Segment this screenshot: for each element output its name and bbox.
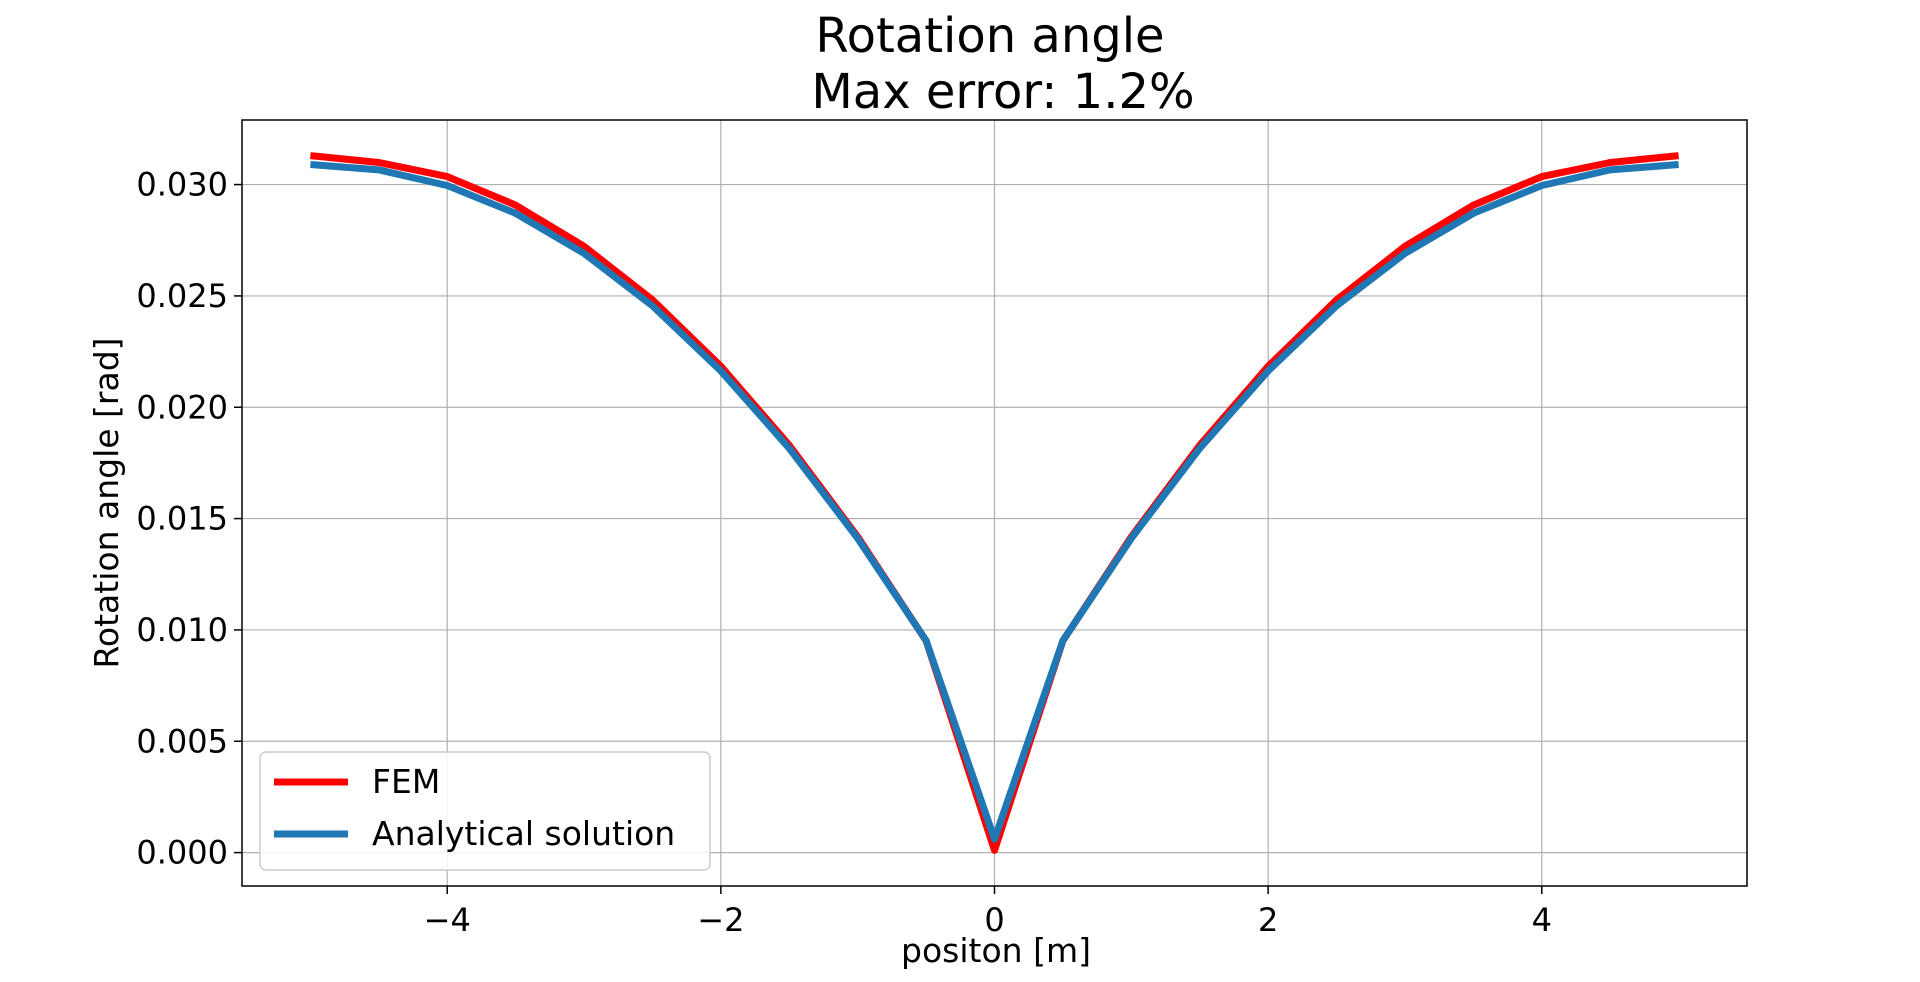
x-tick-label: 2 <box>1258 901 1278 939</box>
y-tick-label: 0.025 <box>136 277 228 315</box>
x-tick-label: 4 <box>1532 901 1552 939</box>
legend-label-analytical: Analytical solution <box>372 814 675 853</box>
x-tick-label: 0 <box>984 901 1004 939</box>
y-tick-label: 0.020 <box>136 388 228 426</box>
chart-subtitle: Max error: 1.2% <box>811 64 1194 120</box>
y-tick-label: 0.015 <box>136 500 228 538</box>
x-tick-label: −2 <box>697 901 744 939</box>
grid <box>242 120 1747 886</box>
x-tick-label: −4 <box>424 901 471 939</box>
legend-box <box>259 751 711 871</box>
y-tick-label: 0.030 <box>136 166 228 204</box>
series-line-0 <box>310 152 1679 854</box>
legend: FEM Analytical solution <box>259 751 711 871</box>
y-tick-label: 0.000 <box>136 834 228 872</box>
legend-label-fem: FEM <box>372 762 440 801</box>
chart-title: Rotation angle <box>815 8 1164 64</box>
ticks: −4 −2 0 2 4 0.000 0.005 0.010 0.015 0.020 0.025 0.0… <box>136 166 1552 939</box>
series-lines <box>310 152 1679 854</box>
y-tick-label: 0.005 <box>136 722 228 760</box>
y-axis-label: Rotation angle [rad] <box>87 337 126 668</box>
series-line-1 <box>310 161 1679 843</box>
y-tick-label: 0.010 <box>136 611 228 649</box>
plot-area-frame <box>241 119 1748 887</box>
x-axis-label: positon [m] <box>901 931 1091 970</box>
